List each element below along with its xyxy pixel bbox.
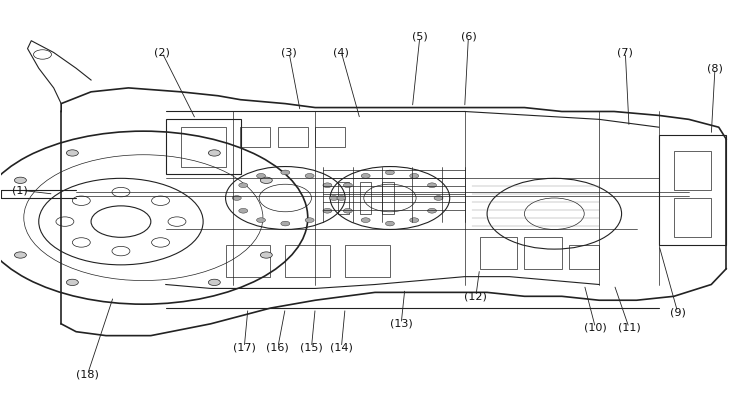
Bar <box>345 245 390 277</box>
Circle shape <box>386 221 394 226</box>
Bar <box>674 151 711 190</box>
Bar <box>524 237 562 269</box>
Circle shape <box>323 208 332 213</box>
Bar <box>360 182 371 214</box>
Text: (1): (1) <box>12 185 28 195</box>
Circle shape <box>256 173 265 178</box>
Circle shape <box>386 170 394 175</box>
Text: (12): (12) <box>464 291 488 301</box>
Bar <box>382 182 394 214</box>
Circle shape <box>14 177 26 183</box>
Text: (17): (17) <box>232 343 256 352</box>
Circle shape <box>14 252 26 258</box>
Circle shape <box>256 218 265 223</box>
Circle shape <box>410 173 419 178</box>
Circle shape <box>427 183 436 188</box>
Circle shape <box>67 279 78 286</box>
Circle shape <box>337 196 346 200</box>
Text: (2): (2) <box>154 48 170 57</box>
Circle shape <box>260 252 272 258</box>
Bar <box>278 127 308 147</box>
Text: (14): (14) <box>330 343 352 352</box>
Circle shape <box>427 208 436 213</box>
Circle shape <box>410 218 419 223</box>
Circle shape <box>362 173 370 178</box>
Circle shape <box>238 208 248 213</box>
Bar <box>479 237 517 269</box>
Text: (3): (3) <box>281 48 297 57</box>
Circle shape <box>344 208 352 213</box>
Bar <box>659 135 726 245</box>
Text: (11): (11) <box>618 323 640 333</box>
Circle shape <box>209 279 220 286</box>
Circle shape <box>362 218 370 223</box>
Bar <box>241 127 271 147</box>
Text: (10): (10) <box>584 323 607 333</box>
Circle shape <box>323 183 332 188</box>
Circle shape <box>305 218 314 223</box>
Text: (4): (4) <box>334 48 350 57</box>
Text: (13): (13) <box>390 319 412 329</box>
Circle shape <box>280 170 290 175</box>
Bar <box>166 119 241 174</box>
Circle shape <box>209 150 220 156</box>
Text: (18): (18) <box>76 370 99 380</box>
Text: (9): (9) <box>670 307 686 317</box>
Circle shape <box>238 183 248 188</box>
Circle shape <box>260 177 272 183</box>
Circle shape <box>280 221 290 226</box>
Text: (16): (16) <box>266 343 290 352</box>
Bar <box>569 245 599 269</box>
Text: (6): (6) <box>460 32 476 42</box>
Text: (5): (5) <box>412 32 428 42</box>
Bar <box>674 198 711 237</box>
Bar <box>338 182 349 214</box>
Circle shape <box>67 150 78 156</box>
Bar <box>226 245 271 277</box>
Bar <box>181 127 226 167</box>
Text: (15): (15) <box>300 343 322 352</box>
Circle shape <box>305 173 314 178</box>
Circle shape <box>434 196 443 200</box>
Bar <box>285 245 330 277</box>
Circle shape <box>329 196 338 200</box>
Text: (7): (7) <box>617 48 633 57</box>
Text: (8): (8) <box>707 63 723 73</box>
Circle shape <box>344 183 352 188</box>
Bar <box>315 127 345 147</box>
Circle shape <box>232 196 242 200</box>
